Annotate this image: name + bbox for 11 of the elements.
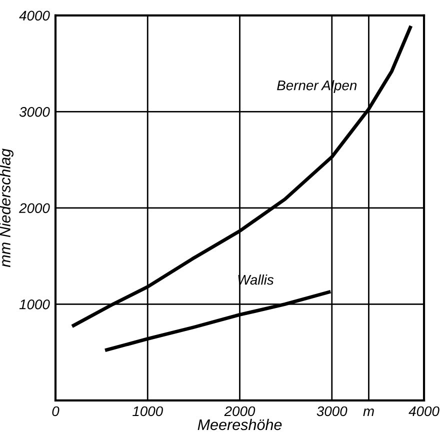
x-tick-label: 3000 (316, 406, 348, 416)
x-tick-label: 0 (52, 406, 60, 416)
y-tick-label: 1000 (19, 299, 50, 310)
x-axis-title: Meereshöhe (198, 418, 282, 430)
x-tick-label: m (363, 408, 374, 416)
y-tick-label: 2000 (18, 203, 50, 214)
x-tick-label: 1000 (132, 406, 163, 416)
x-tick-label: 2000 (224, 406, 256, 416)
x-tick-label: 4000 (408, 406, 440, 416)
y-tick-label: 3000 (19, 106, 50, 117)
y-tick-label: 4000 (19, 10, 50, 21)
